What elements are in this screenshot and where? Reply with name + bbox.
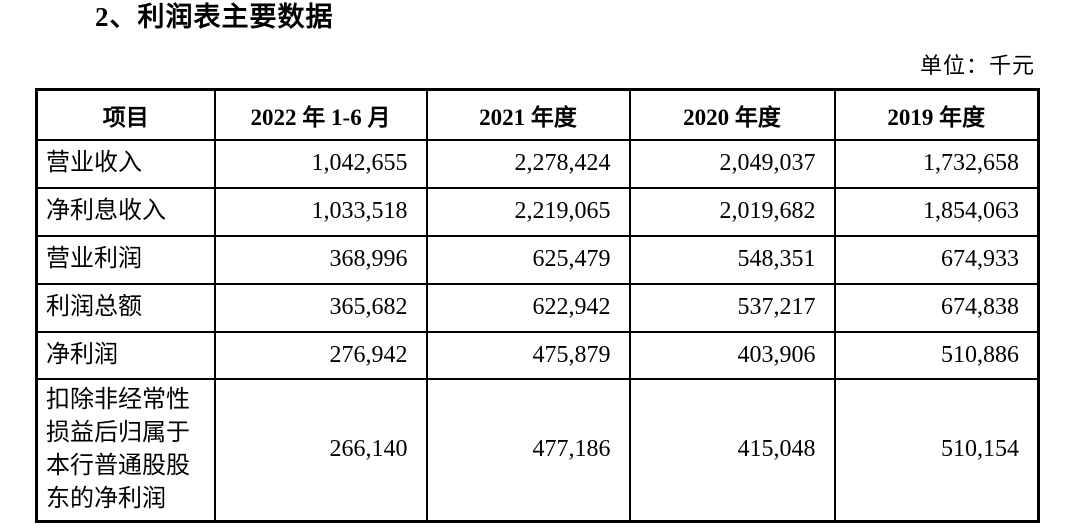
column-header-2020: 2020 年度 bbox=[628, 88, 836, 141]
table-row: 扣除非经常性损益后归属于本行普通股股东的净利润 266,140 477,186 … bbox=[35, 377, 1040, 522]
table-row: 净利润 276,942 475,879 403,906 510,886 bbox=[35, 330, 1040, 380]
table-row: 营业利润 368,996 625,479 548,351 674,933 bbox=[35, 234, 1040, 285]
cell-value: 475,879 bbox=[425, 330, 631, 380]
table-row: 利润总额 365,682 622,942 537,217 674,838 bbox=[35, 282, 1040, 333]
cell-value: 368,996 bbox=[213, 234, 428, 285]
cell-value: 276,942 bbox=[213, 330, 428, 380]
column-header-item: 项目 bbox=[35, 88, 216, 141]
cell-value: 510,154 bbox=[833, 377, 1040, 522]
cell-value: 622,942 bbox=[425, 282, 631, 333]
cell-value: 1,732,658 bbox=[833, 138, 1040, 189]
row-item-label: 利润总额 bbox=[35, 282, 216, 333]
table-row: 净利息收入 1,033,518 2,219,065 2,019,682 1,85… bbox=[35, 186, 1040, 237]
cell-value: 403,906 bbox=[628, 330, 836, 380]
row-item-label: 净利息收入 bbox=[35, 186, 216, 237]
cell-value: 1,042,655 bbox=[213, 138, 428, 189]
cell-value: 2,278,424 bbox=[425, 138, 631, 189]
row-item-label: 营业收入 bbox=[35, 138, 216, 189]
cell-value: 674,838 bbox=[833, 282, 1040, 333]
column-header-2022h1: 2022 年 1-6 月 bbox=[213, 88, 428, 141]
cell-value: 266,140 bbox=[213, 377, 428, 522]
cell-value: 2,219,065 bbox=[425, 186, 631, 237]
cell-value: 674,933 bbox=[833, 234, 1040, 285]
column-header-2021: 2021 年度 bbox=[425, 88, 631, 141]
section-title: 2、利润表主要数据 bbox=[95, 2, 334, 32]
cell-value: 365,682 bbox=[213, 282, 428, 333]
table-header-row: 项目 2022 年 1-6 月 2021 年度 2020 年度 2019 年度 bbox=[35, 88, 1040, 141]
row-item-label: 净利润 bbox=[35, 330, 216, 380]
column-header-2019: 2019 年度 bbox=[833, 88, 1040, 141]
income-statement-table: 项目 2022 年 1-6 月 2021 年度 2020 年度 2019 年度 … bbox=[35, 88, 1040, 523]
cell-value: 625,479 bbox=[425, 234, 631, 285]
cell-value: 2,019,682 bbox=[628, 186, 836, 237]
cell-value: 415,048 bbox=[628, 377, 836, 522]
row-item-label: 营业利润 bbox=[35, 234, 216, 285]
cell-value: 477,186 bbox=[425, 377, 631, 522]
cell-value: 1,033,518 bbox=[213, 186, 428, 237]
unit-label: 单位：千元 bbox=[919, 53, 1035, 78]
cell-value: 510,886 bbox=[833, 330, 1040, 380]
cell-value: 537,217 bbox=[628, 282, 836, 333]
cell-value: 2,049,037 bbox=[628, 138, 836, 189]
table-row: 营业收入 1,042,655 2,278,424 2,049,037 1,732… bbox=[35, 138, 1040, 189]
cell-value: 1,854,063 bbox=[833, 186, 1040, 237]
cell-value: 548,351 bbox=[628, 234, 836, 285]
row-item-label: 扣除非经常性损益后归属于本行普通股股东的净利润 bbox=[35, 377, 216, 522]
